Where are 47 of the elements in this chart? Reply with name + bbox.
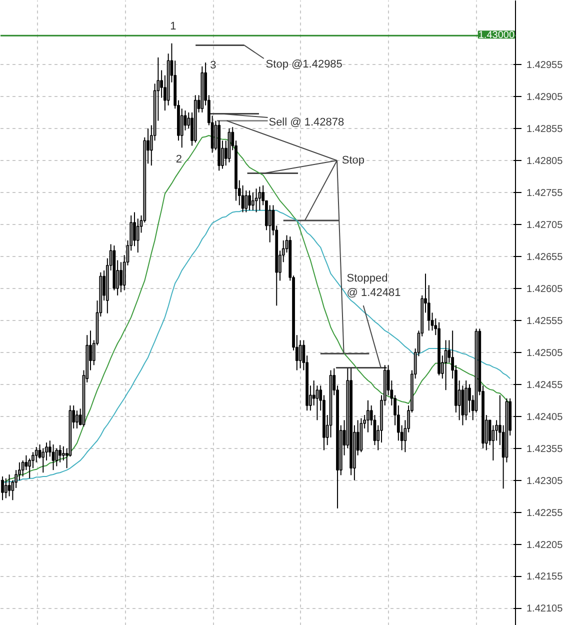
candlestick (248, 190, 251, 211)
y-tick-label: 1.42855 (526, 124, 564, 135)
y-tick-label: 1.42405 (526, 412, 564, 423)
candlestick (244, 190, 248, 213)
y-tick-label: 1.42555 (526, 316, 564, 327)
y-tick-label: 1.42905 (526, 92, 564, 103)
ref-line-label: Stopped @ 1.42481 (346, 272, 401, 299)
annotation: 2 (176, 154, 182, 166)
y-tick-label: 1.42805 (526, 156, 564, 167)
candlestick (258, 186, 262, 211)
y-tick-label: 1.42605 (526, 284, 564, 295)
candlestick (52, 444, 55, 471)
candlestick (241, 184, 244, 213)
y-tick-label: 1.42155 (526, 572, 564, 583)
candlestick (120, 262, 122, 293)
candlestick (136, 218, 140, 254)
candlestick (62, 446, 65, 461)
annotation: Stop (342, 154, 365, 166)
candlestick (268, 204, 272, 243)
y-tick-label: 1.42355 (526, 444, 564, 455)
candlestick (180, 108, 184, 148)
candlestick (21, 460, 24, 477)
candlestick (251, 192, 254, 211)
candlestick (76, 410, 78, 429)
candlestick (8, 474, 11, 497)
candlestick (1, 476, 4, 501)
candlestick (55, 448, 58, 467)
y-tick-label: 1.42755 (526, 188, 564, 199)
y-tick-label: 1.42705 (526, 220, 564, 231)
y-tick-label: 1.42655 (526, 252, 564, 263)
ref-line-label: Sell @ 1.42878 (268, 116, 344, 128)
ref-line-label: 1.43000 (478, 30, 515, 42)
candlestick (312, 380, 316, 406)
candlestick (366, 400, 370, 433)
y-tick-label: 1.42305 (526, 476, 564, 487)
candlestick (254, 188, 258, 213)
candlestick (58, 444, 62, 463)
y-tick-label: 1.42955 (526, 60, 564, 71)
candlestick (4, 478, 8, 499)
y-tick-label: 1.42455 (526, 380, 564, 391)
y-tick-label: 1.42505 (526, 348, 564, 359)
annotation: 1 (170, 20, 176, 32)
y-tick-label: 1.42255 (526, 508, 564, 519)
y-tick-label: 1.42205 (526, 540, 564, 551)
y-tick-label: 1.42105 (526, 604, 564, 615)
ref-line-label: Stop @1.42985 (266, 58, 342, 70)
annotation: 3 (210, 60, 216, 72)
